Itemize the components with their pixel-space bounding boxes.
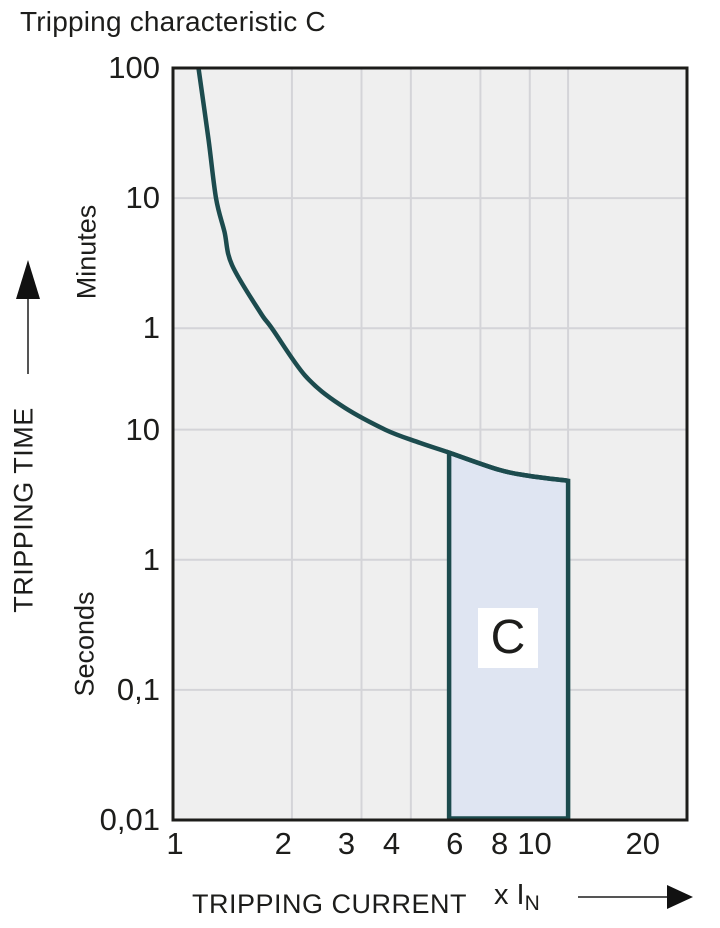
y-tick-label: 10 bbox=[125, 180, 160, 216]
x-tick-label: 3 bbox=[337, 826, 356, 861]
x-axis-title: TRIPPING CURRENT bbox=[192, 889, 468, 919]
chart-title: Tripping characteristic C bbox=[20, 6, 326, 37]
x-tick-label: 10 bbox=[517, 826, 552, 861]
y-tick-label: 1 bbox=[142, 310, 160, 346]
x-tick-label: 4 bbox=[382, 826, 401, 861]
x-tick-label: 6 bbox=[446, 826, 464, 861]
x-axis-arrow-head bbox=[667, 885, 693, 909]
y-tick-label: 100 bbox=[108, 50, 160, 85]
x-unit-subscript: N bbox=[524, 892, 540, 915]
tripping-curve bbox=[196, 68, 569, 484]
y-unit-seconds-label: Seconds bbox=[69, 591, 100, 697]
y-axis-title: TRIPPING TIME bbox=[8, 407, 39, 613]
y-tick-label: 10 bbox=[125, 411, 160, 447]
y-axis-arrow-head bbox=[16, 260, 40, 299]
x-tick-label: 1 bbox=[166, 826, 184, 861]
y-tick-label: 0,01 bbox=[99, 802, 160, 837]
y-unit-minutes-label: Minutes bbox=[71, 204, 102, 300]
x-unit-label: x IN bbox=[494, 879, 540, 916]
region-c-label: C bbox=[490, 611, 526, 664]
y-tick-label: 0,1 bbox=[116, 671, 160, 707]
x-tick-label: 8 bbox=[491, 826, 509, 861]
region-c-label-box: C bbox=[478, 608, 538, 668]
x-unit-prefix: x I bbox=[494, 879, 525, 911]
x-tick-label: 2 bbox=[274, 826, 292, 861]
x-tick-label: 20 bbox=[625, 826, 660, 861]
y-tick-label: 1 bbox=[142, 541, 160, 577]
plot-frame bbox=[171, 66, 689, 822]
